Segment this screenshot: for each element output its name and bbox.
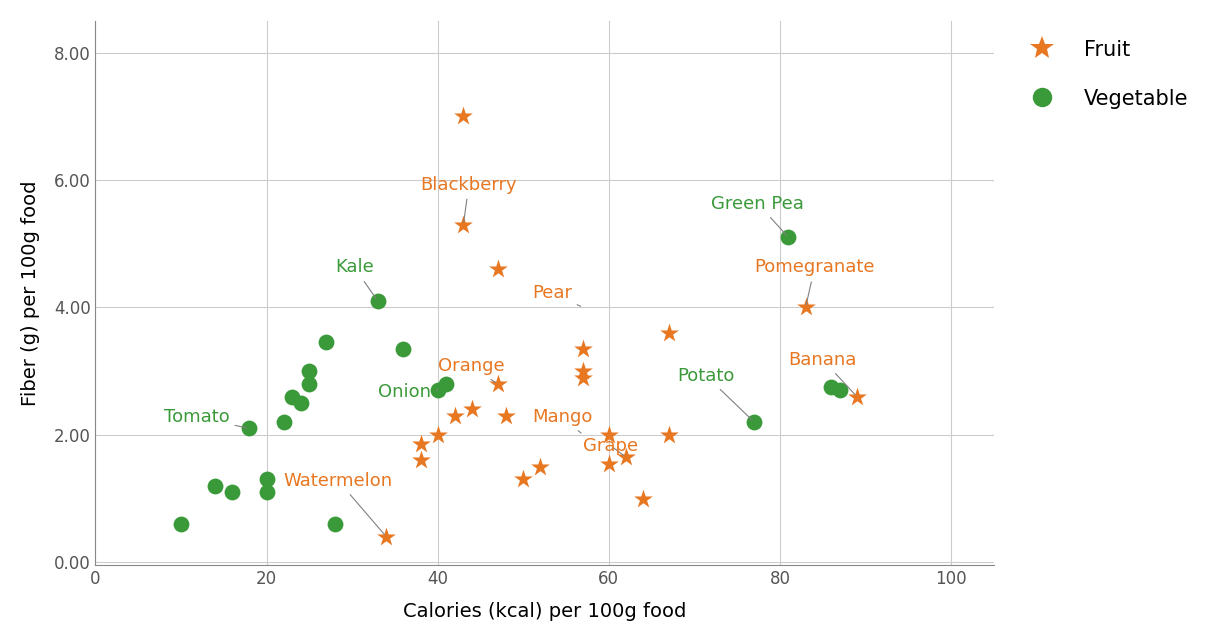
- Point: [291, 398, 310, 408]
- Point: [744, 417, 764, 427]
- Point: [573, 343, 593, 354]
- Point: [531, 462, 550, 472]
- Text: Tomato: Tomato: [164, 408, 247, 428]
- Point: [573, 372, 593, 383]
- Text: Pomegranate: Pomegranate: [754, 259, 875, 305]
- Point: [599, 429, 618, 440]
- Point: [171, 519, 190, 529]
- Point: [428, 429, 447, 440]
- Point: [316, 337, 336, 347]
- Point: [325, 519, 344, 529]
- Point: [847, 392, 867, 402]
- Point: [453, 220, 473, 230]
- Text: Onion: Onion: [378, 383, 438, 401]
- Point: [394, 343, 413, 354]
- Point: [659, 328, 679, 338]
- Point: [223, 487, 242, 498]
- Point: [599, 458, 618, 469]
- Point: [462, 404, 481, 415]
- Text: Blackberry: Blackberry: [421, 176, 518, 222]
- Point: [282, 392, 302, 402]
- Point: [436, 379, 456, 389]
- Point: [257, 474, 276, 485]
- Point: [634, 494, 653, 504]
- Point: [274, 417, 293, 427]
- Text: Green Pea: Green Pea: [711, 195, 805, 236]
- Point: [488, 379, 508, 389]
- Text: Grape: Grape: [583, 437, 639, 455]
- Point: [573, 366, 593, 376]
- X-axis label: Calories (kcal) per 100g food: Calories (kcal) per 100g food: [402, 602, 686, 621]
- Point: [497, 411, 516, 421]
- Point: [514, 474, 533, 485]
- Point: [257, 487, 276, 498]
- Text: Watermelon: Watermelon: [284, 472, 393, 535]
- Text: Potato: Potato: [678, 367, 753, 420]
- Point: [779, 232, 799, 243]
- Point: [453, 111, 473, 121]
- Point: [368, 296, 388, 306]
- Text: Banana: Banana: [789, 351, 857, 395]
- Point: [377, 532, 396, 542]
- Text: Mango: Mango: [532, 408, 593, 433]
- Legend: Fruit, Vegetable: Fruit, Vegetable: [1013, 31, 1197, 117]
- Point: [299, 366, 319, 376]
- Point: [411, 455, 430, 465]
- Point: [299, 379, 319, 389]
- Point: [616, 452, 635, 462]
- Point: [411, 439, 430, 449]
- Text: Pear: Pear: [532, 284, 581, 306]
- Point: [822, 382, 841, 392]
- Text: Kale: Kale: [335, 259, 376, 299]
- Point: [445, 411, 464, 421]
- Point: [428, 385, 447, 395]
- Point: [796, 302, 816, 313]
- Y-axis label: Fiber (g) per 100g food: Fiber (g) per 100g food: [21, 180, 40, 406]
- Point: [206, 481, 225, 491]
- Point: [240, 423, 259, 433]
- Point: [488, 264, 508, 274]
- Point: [830, 385, 850, 395]
- Text: Orange: Orange: [438, 357, 504, 383]
- Point: [659, 429, 679, 440]
